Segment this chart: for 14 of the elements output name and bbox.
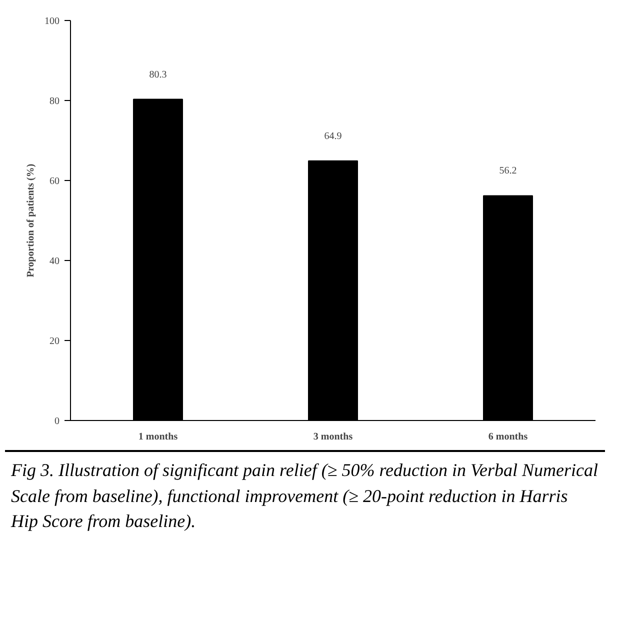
y-axis-title: Proportion of patients (%) (26, 164, 36, 278)
x-tick-label: 1 months (138, 432, 178, 442)
x-tick-label: 3 months (313, 432, 353, 442)
y-tick-label: 100 (44, 16, 60, 27)
y-tick-label: 60 (50, 176, 60, 187)
y-tick-label: 80 (50, 96, 60, 107)
data-label: 80.3 (149, 69, 167, 80)
caption: Fig 3. Illustration of significant pain relief (≥ 50% reduction in Verbal Numerical Scale from baseline), functional improvement (≥ 20-point reduction in Harris Hip Score from baseline). (5, 450, 605, 542)
y-tick-label: 40 (50, 256, 60, 267)
x-tick-label: 6 months (488, 432, 528, 442)
y-tick-label: 0 (54, 416, 60, 427)
data-label: 56.2 (499, 166, 517, 177)
y-tick-label: 20 (50, 336, 60, 347)
data-label: 64.9 (324, 130, 342, 142)
